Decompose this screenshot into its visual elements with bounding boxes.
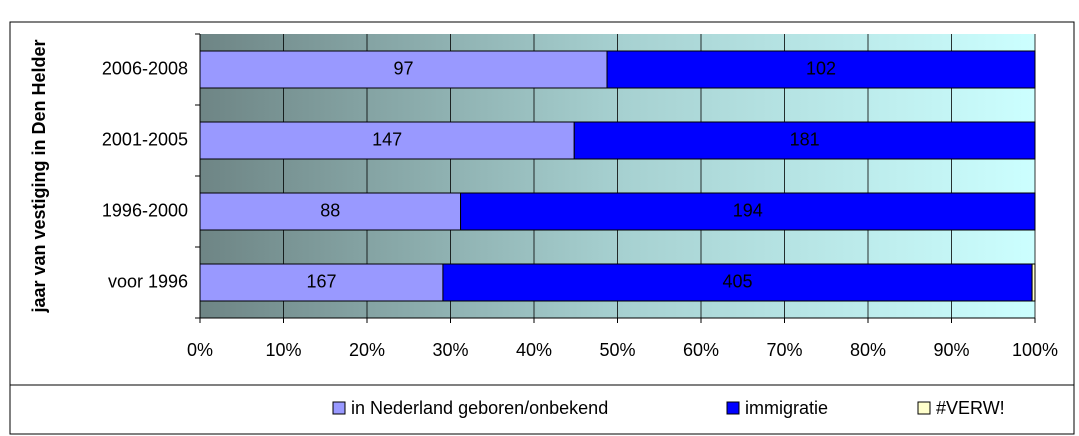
x-tick-label: 0% (187, 340, 213, 360)
data-label: 194 (733, 200, 763, 220)
y-tick-label: voor 1996 (108, 271, 188, 291)
legend-label: #VERW! (936, 398, 1005, 418)
legend-swatch (917, 401, 931, 415)
y-tick-label: 2006-2008 (102, 58, 188, 78)
bar-segment (1031, 263, 1036, 302)
bar-segment (606, 50, 1036, 89)
data-label: 88 (320, 200, 340, 220)
data-label: 147 (372, 129, 402, 149)
x-tick-label: 10% (265, 340, 301, 360)
data-label: 405 (722, 271, 752, 291)
bar-segment (199, 192, 462, 231)
bar-segment (573, 121, 1036, 160)
x-tick-label: 100% (1012, 340, 1058, 360)
y-axis-title: jaar van vestiging in Den Helder (29, 39, 49, 313)
x-tick-label: 50% (599, 340, 635, 360)
x-tick-label: 60% (683, 340, 719, 360)
data-label: 181 (790, 129, 820, 149)
data-label: 102 (806, 58, 836, 78)
y-tick-label: 1996-2000 (102, 200, 188, 220)
x-tick-label: 20% (349, 340, 385, 360)
x-tick-label: 80% (850, 340, 886, 360)
y-tick-label: 2001-2005 (102, 129, 188, 149)
data-label: 97 (393, 58, 413, 78)
x-tick-label: 90% (933, 340, 969, 360)
legend-label: in Nederland geboren/onbekend (351, 398, 608, 418)
data-label: 167 (306, 271, 336, 291)
legend-swatch (726, 401, 740, 415)
bar-segment (199, 263, 444, 302)
bar-segment (442, 263, 1033, 302)
x-tick-label: 40% (516, 340, 552, 360)
x-tick-label: 30% (432, 340, 468, 360)
bar-segment (460, 192, 1036, 231)
legend-swatch (332, 401, 346, 415)
legend-label: immigratie (745, 398, 828, 418)
x-tick-label: 70% (766, 340, 802, 360)
